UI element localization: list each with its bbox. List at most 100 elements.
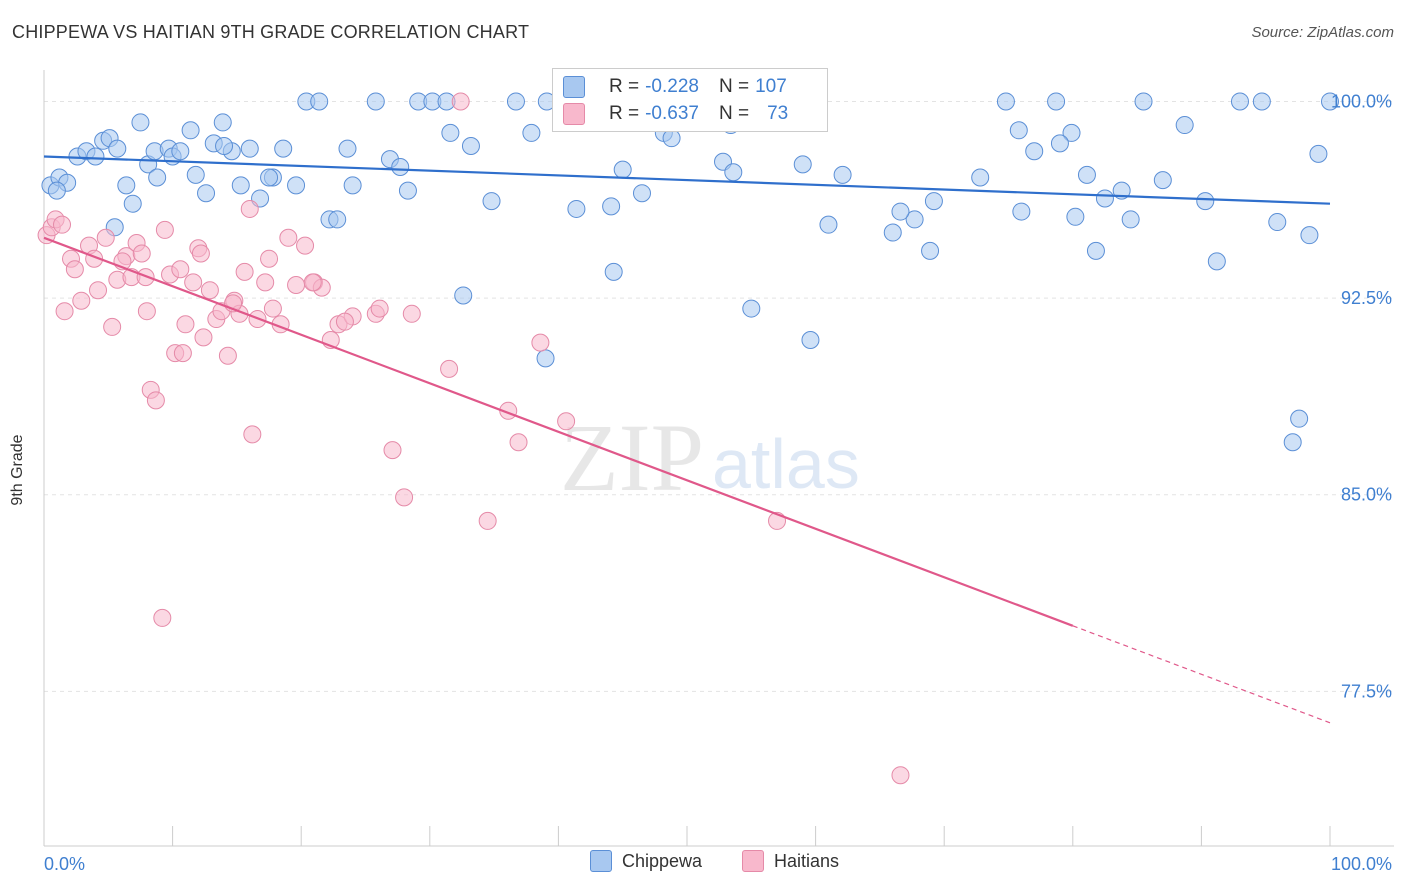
haitians-point bbox=[451, 92, 470, 111]
chippewa-point bbox=[213, 113, 232, 132]
chippewa-point bbox=[891, 202, 910, 221]
stats-legend: R = -0.228 N = 107 R = -0.637 N = 73 bbox=[552, 68, 828, 132]
n-value-chippewa: 107 bbox=[755, 76, 787, 97]
chippewa-point bbox=[398, 181, 417, 200]
chippewa-point bbox=[921, 241, 940, 260]
tick-labels: 100.0% 92.5% 85.0% 77.5% 0.0% 100.0% bbox=[44, 91, 1392, 874]
chippewa-point bbox=[215, 137, 234, 156]
chippewa-point bbox=[567, 199, 586, 218]
bottom-legend: Chippewa Haitians bbox=[0, 850, 1406, 880]
chippewa-point bbox=[86, 147, 105, 166]
haitians-point bbox=[171, 260, 190, 279]
haitians-point bbox=[155, 220, 174, 239]
chippewa-point bbox=[310, 92, 329, 111]
chippewa-point bbox=[632, 184, 651, 203]
haitians-point bbox=[279, 228, 298, 247]
haitians-point bbox=[243, 425, 262, 444]
chippewa-point bbox=[287, 176, 306, 195]
y-tick-label: 77.5% bbox=[1341, 681, 1392, 701]
stats-swatch-chippewa bbox=[563, 76, 585, 98]
chippewa-point bbox=[1012, 202, 1031, 221]
y-tick-label: 100.0% bbox=[1331, 91, 1392, 111]
haitians-points bbox=[37, 92, 910, 785]
chippewa-point bbox=[366, 92, 385, 111]
chippewa-point bbox=[260, 168, 279, 187]
n-label: N = bbox=[718, 76, 750, 97]
chippewa-point bbox=[186, 165, 205, 184]
chippewa-point bbox=[123, 194, 142, 213]
chippewa-point bbox=[1134, 92, 1153, 111]
chippewa-point bbox=[454, 286, 473, 305]
chippewa-point bbox=[602, 197, 621, 216]
legend-item-haitians[interactable]: Haitians bbox=[742, 850, 839, 872]
chippewa-point bbox=[338, 139, 357, 158]
chippewa-point bbox=[391, 158, 410, 176]
haitians-point bbox=[103, 317, 122, 336]
haitians-point bbox=[146, 391, 165, 410]
chippewa-point bbox=[108, 139, 127, 158]
chippewa-point bbox=[924, 192, 943, 211]
haitians-point bbox=[256, 273, 275, 292]
haitians-point bbox=[335, 312, 354, 331]
legend-item-chippewa[interactable]: Chippewa bbox=[590, 850, 702, 872]
haitians-point bbox=[184, 273, 203, 292]
chippewa-point bbox=[724, 163, 743, 182]
haitians-point bbox=[55, 302, 74, 321]
haitians-point bbox=[191, 244, 210, 263]
chippewa-point bbox=[240, 139, 259, 158]
chippewa-point bbox=[343, 176, 362, 195]
haitians-point bbox=[200, 281, 219, 300]
haitians-point bbox=[96, 228, 115, 247]
chippewa-points bbox=[41, 92, 1339, 452]
chippewa-point bbox=[996, 92, 1015, 111]
chippewa-point bbox=[1009, 121, 1028, 140]
haitians-point bbox=[72, 291, 91, 310]
haitians-point bbox=[383, 441, 402, 460]
chippewa-point bbox=[522, 123, 541, 142]
chippewa-point bbox=[1077, 165, 1096, 184]
n-label: N = bbox=[718, 103, 750, 124]
haitians-point bbox=[65, 260, 84, 279]
chippewa-point bbox=[1050, 134, 1069, 153]
chippewa-point bbox=[742, 299, 761, 318]
haitians-point bbox=[478, 511, 497, 530]
chippewa-point bbox=[662, 129, 681, 148]
chippewa-point bbox=[274, 139, 293, 158]
haitians-point bbox=[509, 433, 528, 452]
haitians-point bbox=[296, 236, 315, 255]
chippewa-point bbox=[1252, 92, 1271, 111]
chippewa-point bbox=[47, 181, 66, 200]
haitians-point bbox=[395, 488, 414, 507]
legend-label-chippewa: Chippewa bbox=[622, 850, 703, 871]
haitians-point bbox=[218, 346, 237, 365]
haitians-point bbox=[531, 333, 550, 352]
haitians-point bbox=[263, 299, 282, 318]
chippewa-point bbox=[971, 168, 990, 187]
haitians-point bbox=[89, 281, 108, 300]
y-tick-label: 92.5% bbox=[1341, 288, 1392, 308]
haitians-point bbox=[173, 344, 192, 363]
haitians-point bbox=[287, 275, 306, 294]
chippewa-point bbox=[819, 215, 838, 234]
haitians-point bbox=[194, 328, 213, 347]
axes bbox=[43, 70, 1394, 847]
haitians-point bbox=[132, 244, 151, 263]
chippewa-point bbox=[1196, 192, 1215, 211]
x-tick-label-min: 0.0% bbox=[44, 854, 85, 874]
chippewa-point bbox=[506, 92, 525, 111]
legend-swatch-haitians bbox=[742, 850, 764, 872]
chippewa-point bbox=[604, 262, 623, 281]
chippewa-point bbox=[1062, 123, 1081, 142]
chippewa-point bbox=[1025, 142, 1044, 161]
x-tick-label-max: 100.0% bbox=[1331, 854, 1392, 874]
chippewa-point bbox=[1283, 433, 1302, 452]
haitians-point bbox=[240, 199, 259, 218]
haitians-point bbox=[557, 412, 576, 431]
stats-row-chippewa: R = -0.228 N = 107 bbox=[563, 73, 787, 101]
chippewa-point bbox=[441, 123, 460, 142]
chippewa-point bbox=[1207, 252, 1226, 271]
haitians-point bbox=[260, 249, 279, 268]
chippewa-point bbox=[1230, 92, 1249, 111]
source-label: Source: ZipAtlas.com bbox=[1251, 24, 1394, 41]
